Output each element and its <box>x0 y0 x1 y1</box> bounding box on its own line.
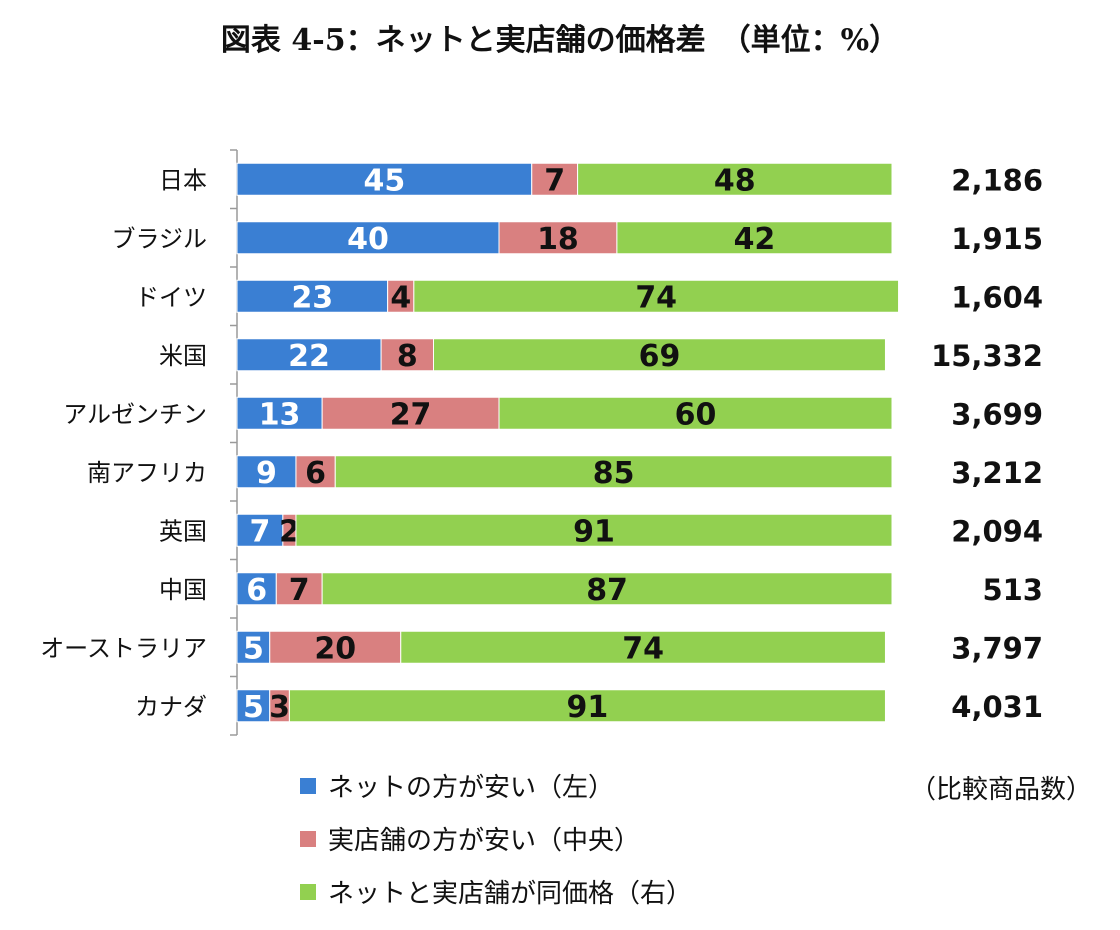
data-label: 6 <box>246 573 267 608</box>
bar-segment-series-2 <box>275 572 323 606</box>
data-label: 85 <box>593 456 635 491</box>
category-label: 南アフリカ <box>87 459 207 487</box>
bar-segment-series-3 <box>616 221 893 255</box>
data-label: 2 <box>279 514 300 549</box>
data-label: 7 <box>289 573 310 608</box>
data-label: 91 <box>573 514 615 549</box>
product-count-value: 1,915 <box>951 222 1043 256</box>
product-count-value: 513 <box>982 573 1043 607</box>
data-label: 74 <box>622 631 664 666</box>
category-label: アルゼンチン <box>63 400 207 428</box>
data-label: 48 <box>714 163 756 198</box>
category-label: ブラジル <box>111 225 207 253</box>
legend-swatch <box>300 831 316 847</box>
product-count-value: 3,797 <box>951 631 1043 665</box>
bar-segment-series-1 <box>236 455 297 489</box>
category-label: 日本 <box>159 166 207 194</box>
data-label: 13 <box>259 397 301 432</box>
data-label: 5 <box>243 690 264 725</box>
category-label: カナダ <box>135 693 207 721</box>
bar-segment-series-1 <box>236 572 277 606</box>
chart-title: 図表 4-5：ネットと実店舗の価格差 （単位：%） <box>221 23 899 58</box>
data-label: 20 <box>314 631 356 666</box>
data-label: 7 <box>249 514 270 549</box>
data-label: 60 <box>675 397 717 432</box>
data-label: 18 <box>537 222 579 257</box>
bar-segment-series-1 <box>236 162 533 196</box>
bar-segment-series-3 <box>498 396 893 430</box>
bar-segment-series-1 <box>236 279 389 313</box>
product-count-value: 3,212 <box>951 456 1043 490</box>
legend-label: ネットの方が安い（左） <box>328 773 614 803</box>
bar-segment-series-1 <box>236 396 323 430</box>
product-count-value: 1,604 <box>951 280 1043 314</box>
legend-swatch <box>300 884 316 900</box>
bar-segment-series-2 <box>498 221 618 255</box>
data-label: 87 <box>586 573 628 608</box>
product-count-caption: （比較商品数） <box>910 775 1092 805</box>
data-label: 74 <box>635 280 677 315</box>
bar-segment-series-3 <box>577 162 893 196</box>
category-label: 英国 <box>159 517 207 545</box>
product-count-value: 4,031 <box>951 690 1043 724</box>
bar-segment-series-3 <box>321 572 893 606</box>
bar-segment-series-3 <box>295 513 893 547</box>
bar-segment-series-3 <box>400 630 886 664</box>
bar-segment-series-3 <box>433 338 886 372</box>
data-label: 9 <box>256 456 277 491</box>
legend: ネットの方が安い（左） 実店舗の方が安い（中央） ネットと実店舗が同価格（右） <box>300 773 692 909</box>
product-count-column: 2,186 1,915 1,604 15,332 3,699 3,212 2,094 513 3… <box>931 163 1043 724</box>
legend-label: 実店舗の方が安い（中央） <box>328 826 640 856</box>
data-label: 7 <box>544 163 565 198</box>
product-count-value: 3,699 <box>951 397 1043 431</box>
bar-segment-series-3 <box>288 689 886 723</box>
data-label: 22 <box>288 339 330 374</box>
category-label: オーストラリア <box>40 634 207 662</box>
product-count-value: 2,186 <box>951 163 1043 197</box>
data-label: 4 <box>390 280 411 315</box>
bar-segment-series-3 <box>413 279 900 313</box>
category-label: 中国 <box>159 576 207 604</box>
bar-segment-series-3 <box>334 455 893 489</box>
category-label: 米国 <box>159 342 207 370</box>
bar-segment-series-2 <box>531 162 579 196</box>
data-label: 69 <box>639 339 681 374</box>
data-label: 42 <box>734 222 776 257</box>
legend-swatch <box>300 778 316 794</box>
data-label: 6 <box>305 456 326 491</box>
product-count-value: 2,094 <box>951 514 1043 548</box>
data-label: 40 <box>347 222 389 257</box>
bar-segment-series-1 <box>236 338 382 372</box>
product-count-value: 15,332 <box>931 339 1043 373</box>
bar-segment-series-2 <box>380 338 435 372</box>
bar-segment-series-1 <box>236 630 271 664</box>
data-label: 45 <box>364 163 406 198</box>
bar-segment-series-1 <box>236 221 500 255</box>
data-label: 3 <box>269 690 290 725</box>
data-label: 8 <box>397 339 418 374</box>
bar-segment-series-2 <box>295 455 336 489</box>
data-label: 23 <box>291 280 333 315</box>
legend-label: ネットと実店舗が同価格（右） <box>328 879 692 909</box>
category-label: ドイツ <box>135 283 207 311</box>
data-label: 27 <box>390 397 432 432</box>
bar-segment-series-2 <box>321 396 500 430</box>
bar-segment-series-1 <box>236 689 271 723</box>
data-label: 91 <box>567 690 609 725</box>
data-label: 5 <box>243 631 264 666</box>
bar-segment-series-2 <box>269 630 402 664</box>
category-axis <box>230 149 238 736</box>
